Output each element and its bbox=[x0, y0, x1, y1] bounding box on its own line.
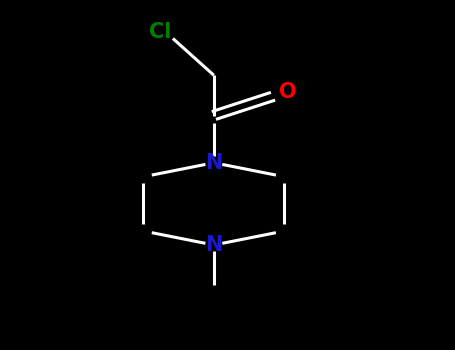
Text: N: N bbox=[205, 235, 222, 255]
Text: N: N bbox=[205, 153, 222, 173]
Text: O: O bbox=[279, 82, 296, 102]
Text: Cl: Cl bbox=[149, 22, 172, 42]
